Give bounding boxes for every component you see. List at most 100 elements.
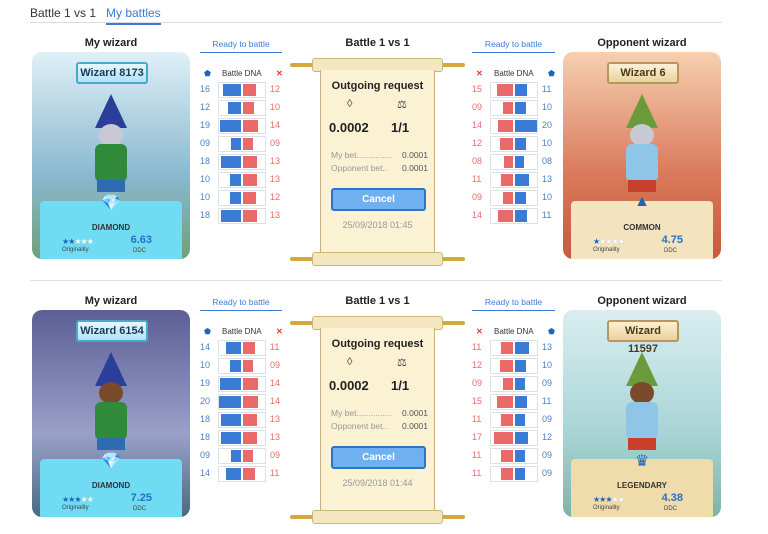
- dna-left-value: 16: [200, 84, 211, 94]
- request-panel: Outgoing request ◊ ⚖ 0.0002 1/1 My bet..…: [320, 70, 435, 256]
- dna-bar: [218, 430, 266, 446]
- dna-right-bar: [243, 174, 258, 186]
- battle-title: Battle 1 vs 1: [345, 37, 410, 49]
- opponent-wizard-card[interactable]: Wizard 6 ▲ COMMON ★★★★★ Originality 4.75…: [563, 52, 721, 259]
- originality-stars: ★★★★★: [62, 495, 94, 504]
- dna-left-value: 09: [472, 102, 483, 112]
- dna-bar: [490, 466, 538, 482]
- dna-left-value: 20: [200, 396, 211, 406]
- dna-left-value: 18: [200, 210, 211, 220]
- dna-right-bar: [515, 414, 525, 426]
- dna-row: 14 11: [200, 339, 290, 357]
- dna-right-value: 10: [542, 102, 553, 112]
- opponent-bet-line: Opponent bet.. 0.0001: [331, 421, 428, 431]
- dna-bar: [218, 376, 266, 392]
- dna-left-value: 17: [472, 432, 483, 442]
- dna-left-bar: [219, 396, 241, 408]
- dna-row: 18 13: [200, 429, 290, 447]
- dna-label: Battle DNA: [494, 69, 534, 78]
- my-wizard-card[interactable]: Wizard 8173 💎 DIAMOND ★★★★★ Originality …: [32, 52, 190, 259]
- dna-row: 09 09: [200, 447, 290, 465]
- my-ready-link[interactable]: Ready to battle: [200, 39, 282, 53]
- rarity-label: DIAMOND: [91, 223, 131, 232]
- dna-left-value: 14: [200, 468, 211, 478]
- rarity-label: DIAMOND: [91, 481, 131, 490]
- dna-bar: [218, 154, 266, 170]
- card-stats-panel: ♛ LEGENDARY ★★★★★ Originality 4.38 DDC: [571, 453, 713, 517]
- eos-icon: ◊: [347, 356, 353, 368]
- dna-bar: [490, 376, 538, 392]
- shield-icon: ⬟: [548, 327, 555, 336]
- dna-right-bar: [243, 120, 259, 132]
- dna-bar: [490, 136, 538, 152]
- cross-icon: ✕: [276, 327, 283, 336]
- dna-row: 11 09: [472, 411, 562, 429]
- dna-right-value: 10: [270, 102, 281, 112]
- opponent-wizard-card[interactable]: Wizard 11597 ♛ LEGENDARY ★★★★★ Originali…: [563, 310, 721, 517]
- cross-icon: ✕: [276, 69, 283, 78]
- dna-row: 09 10: [472, 99, 562, 117]
- dna-left-bar: [500, 450, 513, 462]
- opponent-ready-link[interactable]: Ready to battle: [472, 297, 555, 311]
- dna-row: 11 09: [472, 447, 562, 465]
- tab-battle-1vs1[interactable]: Battle 1 vs 1: [30, 6, 97, 20]
- dna-right-value: 10: [542, 138, 553, 148]
- dna-left-bar: [497, 120, 513, 132]
- my-wizard-title: My wizard: [84, 37, 138, 49]
- dna-bar: [218, 466, 266, 482]
- wizard-avatar: [81, 94, 141, 194]
- dna-right-value: 10: [542, 360, 553, 370]
- dna-right-value: 13: [542, 174, 553, 184]
- dna-bar: [490, 448, 538, 464]
- dna-bar: [490, 394, 538, 410]
- tab-my-battles[interactable]: My battles: [106, 6, 161, 25]
- ddc-value: 4.38: [661, 492, 683, 504]
- ddc-label: DDC: [664, 506, 677, 512]
- dna-right-bar: [515, 84, 528, 96]
- dna-row: 12 10: [472, 135, 562, 153]
- opponent-ready-link[interactable]: Ready to battle: [472, 39, 555, 53]
- dna-left-bar: [500, 468, 513, 480]
- dna-right-bar: [243, 156, 258, 168]
- dna-label: Battle DNA: [222, 327, 262, 336]
- dna-left-bar: [225, 468, 241, 480]
- dna-right-value: 14: [270, 396, 281, 406]
- request-scroll: Outgoing request ◊ ⚖ 0.0002 1/1 My bet..…: [290, 58, 465, 268]
- dna-bar: [218, 82, 266, 98]
- dna-left-value: 15: [472, 396, 483, 406]
- dna-left-value: 11: [472, 450, 482, 460]
- dna-label: Battle DNA: [222, 69, 262, 78]
- crown-icon: ♛: [634, 453, 650, 470]
- dna-right-value: 11: [542, 84, 552, 94]
- originality-label: Originality: [593, 505, 620, 511]
- dna-right-value: 13: [270, 414, 281, 424]
- dna-row: 18 13: [200, 207, 290, 225]
- dna-right-value: 08: [542, 156, 553, 166]
- dna-right-bar: [243, 468, 256, 480]
- my-wizard-card[interactable]: Wizard 6154 💎 DIAMOND ★★★★★ Originality …: [32, 310, 190, 517]
- dna-right-value: 11: [542, 210, 552, 220]
- cross-icon: ✕: [476, 69, 483, 78]
- dna-right-value: 20: [542, 120, 553, 130]
- dna-left-bar: [503, 102, 513, 114]
- shield-icon: ⬟: [204, 69, 211, 78]
- cancel-button[interactable]: Cancel: [331, 188, 426, 211]
- opponent-wizard-title: Opponent wizard: [597, 295, 687, 307]
- dna-row: 10 12: [200, 189, 290, 207]
- dna-right-bar: [243, 84, 257, 96]
- shield-icon: ⬟: [548, 69, 555, 78]
- request-scroll: Outgoing request ◊ ⚖ 0.0002 1/1 My bet..…: [290, 316, 465, 526]
- dna-row: 19 14: [200, 117, 290, 135]
- my-wizard-title: My wizard: [84, 295, 138, 307]
- request-title: Outgoing request: [331, 338, 424, 350]
- my-ready-link[interactable]: Ready to battle: [200, 297, 282, 311]
- rarity-label: LEGENDARY: [617, 481, 667, 490]
- cancel-button[interactable]: Cancel: [331, 446, 426, 469]
- ddc-value: 7.25: [130, 492, 152, 504]
- my-bet-line: My bet............... 0.0001: [331, 150, 428, 160]
- wizard-name: Wizard 6: [607, 62, 679, 84]
- originality-stars: ★★★★★: [62, 237, 94, 246]
- dna-row: 14 11: [200, 465, 290, 483]
- dna-bar: [218, 118, 266, 134]
- dna-left-bar: [230, 174, 241, 186]
